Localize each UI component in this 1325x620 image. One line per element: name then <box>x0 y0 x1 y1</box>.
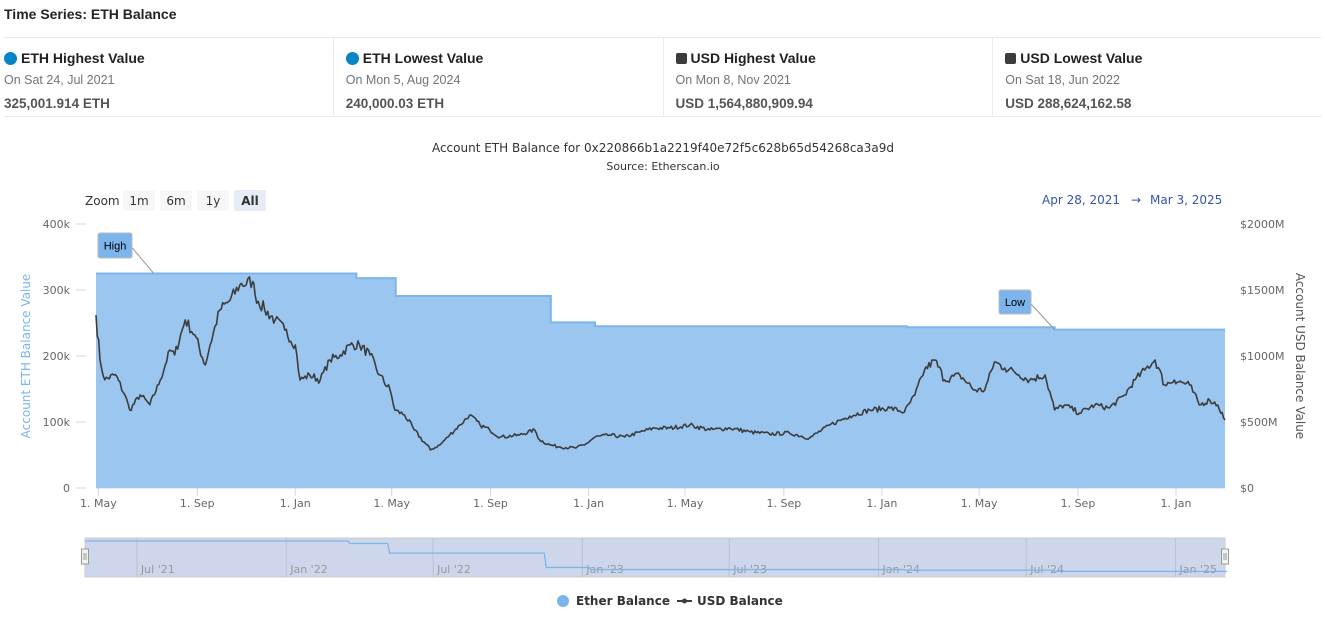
card-value: USD 288,624,162.58 <box>1005 96 1132 111</box>
card-value: USD 1,564,880,909.94 <box>675 96 813 111</box>
annotation-label: Low <box>1005 297 1025 309</box>
annotation-low: Low <box>998 289 1056 330</box>
ether-balance-area <box>96 273 1225 488</box>
x-tick: 1. May <box>961 497 998 510</box>
card-date: On Mon 5, Aug 2024 <box>345 73 461 87</box>
range-arrow: → <box>1131 193 1141 207</box>
y-left-tick: 200k <box>43 350 71 363</box>
y-left-tick: 300k <box>43 284 71 297</box>
legend-item-usd[interactable]: USD Balance <box>677 594 783 608</box>
navigator-tick: Jul '21 <box>140 563 175 576</box>
eth-circle-icon <box>345 51 359 65</box>
zoom-button-bg <box>123 190 155 211</box>
handle-grip-icon <box>1221 548 1229 565</box>
navigator-handle-right[interactable] <box>1221 548 1229 565</box>
ether-balance-line <box>96 272 1225 331</box>
chart-subtitle: Source: Etherscan.io <box>606 160 720 173</box>
card-date: On Sat 24, Jul 2021 <box>4 73 115 87</box>
legend-circle-icon <box>557 595 569 607</box>
zoom-label: Zoom <box>85 194 120 208</box>
legend-marker-icon <box>682 598 687 604</box>
x-tick: 1. May <box>667 497 704 510</box>
card-title: ETH Lowest Value <box>362 50 484 66</box>
navigator-series-line <box>85 540 1227 573</box>
zoom-button-6m[interactable]: 6m <box>160 190 192 211</box>
card-title: ETH Highest Value <box>21 50 145 66</box>
legend-item-ether[interactable]: Ether Balance <box>557 594 670 608</box>
x-tick: 1. Sep <box>1061 497 1096 510</box>
zoom-button-bg <box>234 190 266 211</box>
zoom-button-label: 1m <box>129 194 148 208</box>
annotation-box <box>998 289 1032 315</box>
y-right-tick: $2000M <box>1240 218 1284 231</box>
card-value: 325,001.914 ETH <box>4 96 110 111</box>
y-left-tick: 400k <box>43 218 71 231</box>
zoom-button-label: 1y <box>206 194 221 208</box>
card-value: 240,000.03 ETH <box>345 96 445 111</box>
y-right-tick: $1500M <box>1240 284 1284 297</box>
y-left-tick: 0 <box>63 482 70 495</box>
y-right-tick: $1000M <box>1240 350 1284 363</box>
card-usd-highest: USD Highest Value On Mon 8, Nov 2021 USD… <box>662 38 993 116</box>
annotation-connector <box>1030 303 1056 330</box>
annotation-connector <box>131 247 155 274</box>
y-right-tick: $0 <box>1240 482 1254 495</box>
card-title: USD Highest Value <box>690 50 816 66</box>
navigator-tick: Jul '22 <box>436 563 471 576</box>
x-tick: 1. May <box>373 497 410 510</box>
page-title: Time Series: ETH Balance <box>4 6 177 22</box>
y-right-tick: $500M <box>1240 416 1278 429</box>
zoom-button-label: 6m <box>166 194 185 208</box>
navigator-tick: Jan '22 <box>289 563 327 576</box>
navigator-handle-left[interactable] <box>81 548 89 565</box>
zoom-button-bg <box>197 190 229 211</box>
zoom-button-bg <box>160 190 192 211</box>
annotation-high: High <box>97 232 155 274</box>
card-eth-lowest: ETH Lowest Value On Mon 5, Aug 2024 240,… <box>332 38 663 116</box>
x-tick: 1. Jan <box>280 497 311 510</box>
annotation-label: High <box>104 241 127 253</box>
card-date: On Sat 18, Jun 2022 <box>1005 73 1120 87</box>
zoom-button-All[interactable]: All <box>234 190 266 211</box>
y-left-label: Account ETH Balance Value <box>19 274 33 439</box>
zoom-button-label: All <box>241 194 259 208</box>
range-display: Apr 28, 2021 → Mar 3, 2025 <box>1042 193 1222 207</box>
chart-title: Account ETH Balance for 0x220866b1a2219f… <box>432 141 894 155</box>
x-tick: 1. Sep <box>766 497 801 510</box>
card-date: On Mon 8, Nov 2021 <box>675 73 791 87</box>
summary-cards: ETH Highest Value On Sat 24, Jul 2021 32… <box>4 37 1322 117</box>
zoom-button-1m[interactable]: 1m <box>123 190 155 211</box>
legend-label: Ether Balance <box>576 594 670 608</box>
y-right-label: Account USD Balance Value <box>1293 273 1307 439</box>
card-usd-lowest: USD Lowest Value On Sat 18, Jun 2022 USD… <box>992 38 1322 116</box>
x-tick: 1. Sep <box>473 497 508 510</box>
navigator-tick: Jan '25 <box>1179 563 1217 576</box>
x-tick: 1. Sep <box>180 497 215 510</box>
y-left-tick: 100k <box>43 416 71 429</box>
x-tick: 1. May <box>80 497 117 510</box>
handle-grip-icon <box>81 548 89 565</box>
legend-label: USD Balance <box>697 594 783 608</box>
eth-circle-icon <box>4 51 17 65</box>
card-eth-highest: ETH Highest Value On Sat 24, Jul 2021 32… <box>4 38 333 116</box>
x-tick: 1. Jan <box>866 497 897 510</box>
x-tick: 1. Jan <box>573 497 604 510</box>
zoom-button-1y[interactable]: 1y <box>197 190 229 211</box>
usd-balance-line <box>95 276 1226 451</box>
usd-square-icon <box>1005 52 1017 64</box>
x-tick: 1. Jan <box>1161 497 1192 510</box>
legend: Ether Balance USD Balance <box>557 594 783 608</box>
annotation-box <box>97 232 133 259</box>
range-to[interactable]: Mar 3, 2025 <box>1150 193 1222 207</box>
usd-square-icon <box>675 52 687 64</box>
range-from[interactable]: Apr 28, 2021 <box>1042 193 1120 207</box>
card-title: USD Lowest Value <box>1020 50 1143 66</box>
